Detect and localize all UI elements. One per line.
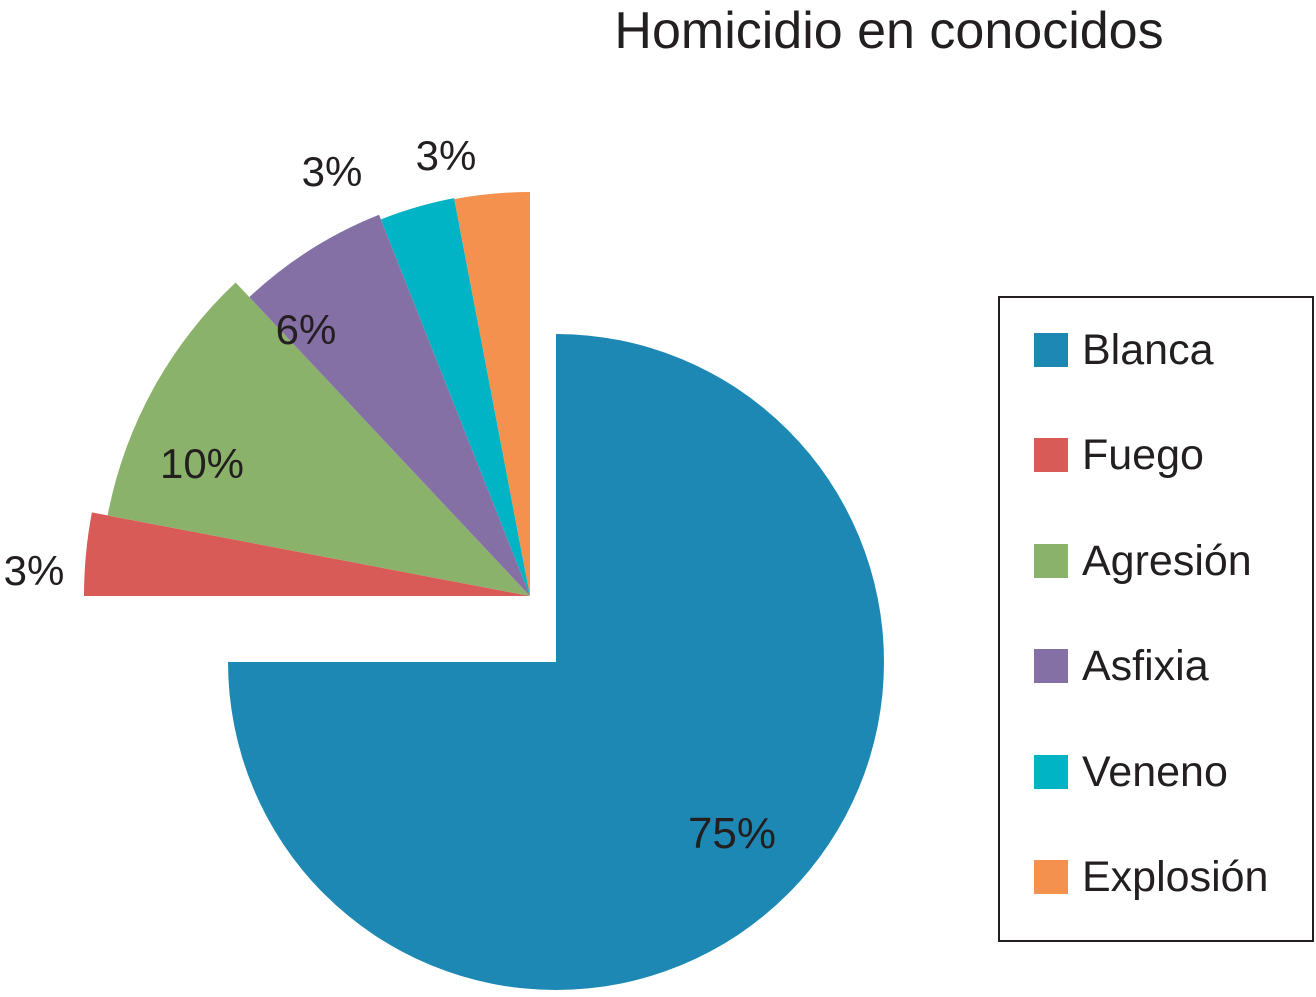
pie-slice-label-asfixia: 6% — [276, 306, 337, 353]
legend-item-agresion: Agresión — [1034, 537, 1252, 585]
legend-swatch-agresion — [1034, 544, 1068, 578]
pie-slice-explosion — [454, 192, 530, 596]
legend-item-asfixia: Asfixia — [1034, 642, 1209, 690]
pie-slice-agresion — [107, 282, 531, 596]
legend-label-explosion: Explosión — [1082, 852, 1269, 901]
pie-slice-blanca — [228, 334, 884, 990]
pie-slice-label-veneno: 3% — [302, 148, 363, 195]
legend-label-blanca: Blanca — [1082, 325, 1214, 374]
legend-swatch-fuego — [1034, 438, 1068, 472]
legend-swatch-explosion — [1034, 860, 1068, 894]
pie-slice-labels: 75% 3% 10% 6% 3% 3% — [4, 132, 776, 858]
legend-label-agresion: Agresión — [1082, 536, 1252, 585]
pie-slice-asfixia — [249, 214, 530, 597]
pie-slice-label-explosion: 3% — [416, 132, 477, 179]
pie-slice-veneno — [380, 198, 530, 597]
legend-swatch-asfixia — [1034, 649, 1068, 683]
legend-swatch-blanca — [1034, 333, 1068, 367]
legend-label-asfixia: Asfixia — [1082, 641, 1209, 690]
legend-item-explosion: Explosión — [1034, 853, 1268, 901]
pie-slice-fuego — [84, 512, 530, 596]
legend-item-blanca: Blanca — [1034, 326, 1213, 374]
legend-label-veneno: Veneno — [1082, 747, 1228, 796]
pie-slice-label-blanca: 75% — [688, 809, 776, 858]
legend-swatch-veneno — [1034, 755, 1068, 789]
pie-slice-label-agresion: 10% — [160, 440, 244, 487]
pie-slices — [84, 192, 884, 990]
chart-legend: Blanca Fuego Agresión Asfixia Veneno Exp… — [998, 296, 1314, 942]
chart-title: Homicidio en conocidos — [614, 2, 1163, 60]
legend-item-veneno: Veneno — [1034, 748, 1228, 796]
pie-slice-label-fuego: 3% — [4, 547, 65, 594]
legend-item-fuego: Fuego — [1034, 431, 1204, 479]
legend-label-fuego: Fuego — [1082, 430, 1204, 479]
